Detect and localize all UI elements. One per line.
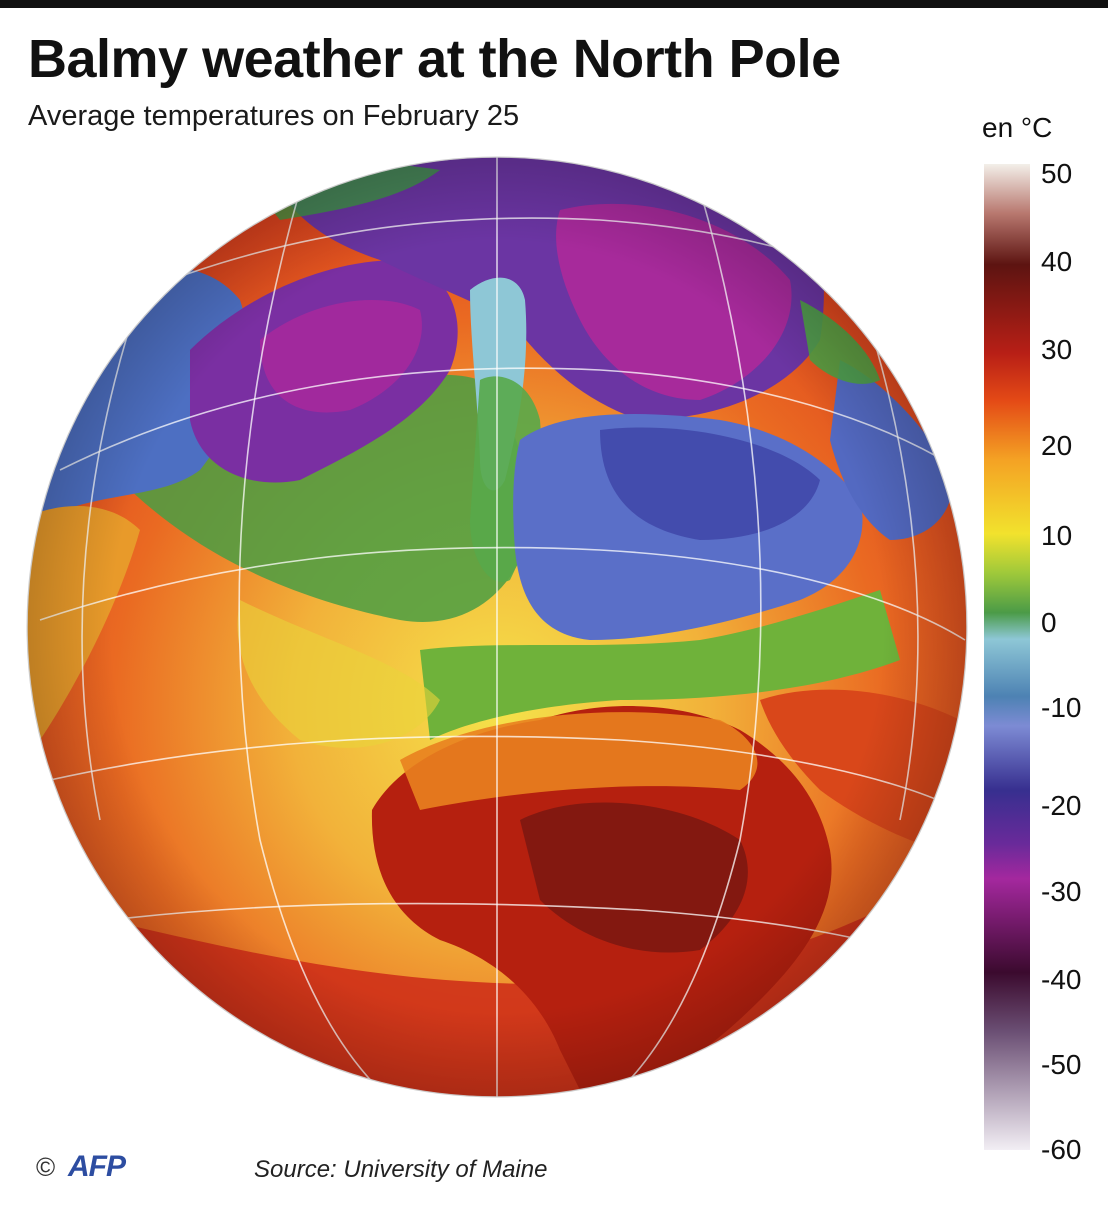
globe-outline [26, 156, 968, 1098]
legend-tick: 10 [1041, 520, 1073, 551]
temperature-color-scale [984, 164, 1030, 1150]
page-subtitle: Average temperatures on February 25 [28, 100, 520, 132]
legend-tick: 40 [1041, 246, 1073, 277]
legend-tick: -30 [1041, 876, 1082, 907]
copyright-symbol: © [36, 1152, 56, 1182]
legend-tick: -10 [1041, 692, 1082, 723]
source-credit: Source: University of Maine [254, 1156, 548, 1183]
legend-tick: 0 [1041, 607, 1057, 638]
top-rule [0, 0, 1108, 8]
legend-unit-label: en °C [982, 112, 1053, 143]
afp-logo: AFP [68, 1150, 126, 1183]
page-title: Balmy weather at the North Pole [28, 29, 841, 89]
legend-tick: -40 [1041, 964, 1082, 995]
legend-tick: -20 [1041, 790, 1082, 821]
legend-tick: 20 [1041, 430, 1073, 461]
legend-tick: 50 [1041, 158, 1073, 189]
legend-tick: -50 [1041, 1049, 1082, 1080]
globe-shade [27, 157, 967, 1097]
legend-tick: -60 [1041, 1134, 1082, 1165]
legend-tick: 30 [1041, 334, 1073, 365]
